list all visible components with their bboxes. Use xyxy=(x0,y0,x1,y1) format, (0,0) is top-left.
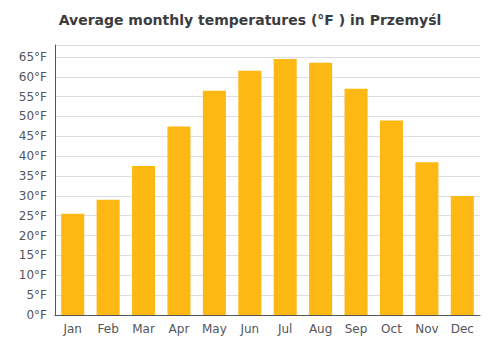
svg-text:Feb: Feb xyxy=(98,322,119,336)
svg-text:60°F: 60°F xyxy=(19,70,47,84)
svg-text:Apr: Apr xyxy=(169,322,190,336)
svg-text:45°F: 45°F xyxy=(19,129,47,143)
svg-text:Jan: Jan xyxy=(62,322,82,336)
svg-text:Sep: Sep xyxy=(345,322,368,336)
svg-text:5°F: 5°F xyxy=(26,288,47,302)
svg-text:Average monthly temperatures (: Average monthly temperatures (°F ) in Pr… xyxy=(59,12,442,28)
svg-text:Dec: Dec xyxy=(451,322,474,336)
svg-text:25°F: 25°F xyxy=(19,209,47,223)
svg-text:20°F: 20°F xyxy=(19,229,47,243)
svg-text:30°F: 30°F xyxy=(19,189,47,203)
svg-text:Aug: Aug xyxy=(309,322,332,336)
svg-text:10°F: 10°F xyxy=(19,268,47,282)
svg-text:15°F: 15°F xyxy=(19,248,47,262)
svg-text:Nov: Nov xyxy=(415,322,438,336)
svg-text:55°F: 55°F xyxy=(19,90,47,104)
svg-text:May: May xyxy=(202,322,227,336)
svg-text:Mar: Mar xyxy=(132,322,155,336)
svg-text:35°F: 35°F xyxy=(19,169,47,183)
svg-text:0°F: 0°F xyxy=(26,308,47,322)
svg-text:Jul: Jul xyxy=(277,322,292,336)
svg-text:50°F: 50°F xyxy=(19,109,47,123)
svg-text:Jun: Jun xyxy=(239,322,259,336)
svg-text:Oct: Oct xyxy=(381,322,402,336)
svg-text:65°F: 65°F xyxy=(19,50,47,64)
svg-text:40°F: 40°F xyxy=(19,149,47,163)
